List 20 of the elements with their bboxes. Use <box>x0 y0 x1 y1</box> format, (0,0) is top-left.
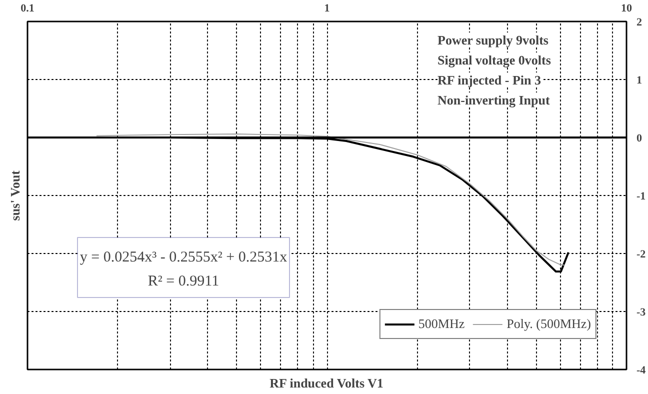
y-tick-label: -1 <box>636 190 646 202</box>
y-tick-label: 2 <box>636 16 642 28</box>
y-tick-label: 1 <box>636 74 642 86</box>
annotation: RF injected - Pin 3 <box>438 72 542 88</box>
x-tick-label: 0.1 <box>20 2 34 14</box>
x-tick-label: 1 <box>324 2 330 14</box>
y-tick-label: -2 <box>636 248 646 260</box>
y-tick-label: -4 <box>636 364 646 376</box>
legend-label: Poly. (500MHz) <box>506 316 591 332</box>
y-tick-label: 0 <box>636 132 642 144</box>
annotation: y = 0.0254x³ - 0.2555x² + 0.2531x <box>80 250 288 266</box>
annotation: R² = 0.9911 <box>148 274 220 290</box>
legend-label: 500MHz <box>418 316 465 332</box>
annotation: Non-inverting Input <box>438 92 550 108</box>
y-tick-label: -3 <box>636 306 646 318</box>
x-axis-title: RF induced Volts V1 <box>270 376 384 390</box>
annotation: Power supply 9volts <box>438 32 548 48</box>
y-axis-title: sus' Vout <box>8 170 22 221</box>
x-tick-label: 10 <box>621 2 632 14</box>
annotation: Signal voltage 0volts <box>438 52 551 68</box>
